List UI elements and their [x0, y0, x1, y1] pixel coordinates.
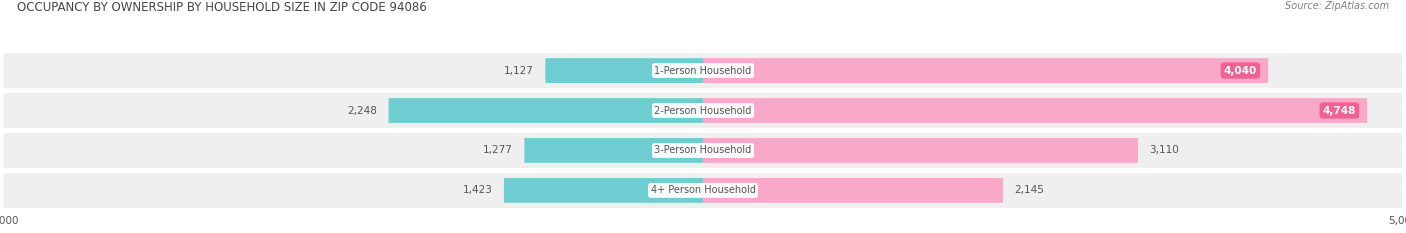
Text: 2-Person Household: 2-Person Household	[654, 106, 752, 116]
Text: 1-Person Household: 1-Person Household	[654, 65, 752, 75]
FancyBboxPatch shape	[546, 58, 703, 83]
Text: Source: ZipAtlas.com: Source: ZipAtlas.com	[1285, 1, 1389, 11]
FancyBboxPatch shape	[3, 93, 1403, 128]
FancyBboxPatch shape	[3, 53, 1403, 88]
FancyBboxPatch shape	[503, 178, 703, 203]
Text: 4+ Person Household: 4+ Person Household	[651, 185, 755, 195]
FancyBboxPatch shape	[703, 58, 1268, 83]
FancyBboxPatch shape	[524, 138, 703, 163]
Text: OCCUPANCY BY OWNERSHIP BY HOUSEHOLD SIZE IN ZIP CODE 94086: OCCUPANCY BY OWNERSHIP BY HOUSEHOLD SIZE…	[17, 1, 426, 14]
Text: 4,040: 4,040	[1223, 65, 1257, 75]
FancyBboxPatch shape	[703, 138, 1137, 163]
Text: 1,127: 1,127	[505, 65, 534, 75]
FancyBboxPatch shape	[703, 98, 1367, 123]
FancyBboxPatch shape	[3, 133, 1403, 168]
FancyBboxPatch shape	[3, 173, 1403, 208]
Text: 3-Person Household: 3-Person Household	[654, 145, 752, 155]
Text: 1,423: 1,423	[463, 185, 492, 195]
Text: 2,145: 2,145	[1014, 185, 1045, 195]
Text: 4,748: 4,748	[1323, 106, 1355, 116]
FancyBboxPatch shape	[703, 178, 1002, 203]
Text: 1,277: 1,277	[484, 145, 513, 155]
FancyBboxPatch shape	[388, 98, 703, 123]
Text: 2,248: 2,248	[347, 106, 377, 116]
Text: 3,110: 3,110	[1149, 145, 1180, 155]
